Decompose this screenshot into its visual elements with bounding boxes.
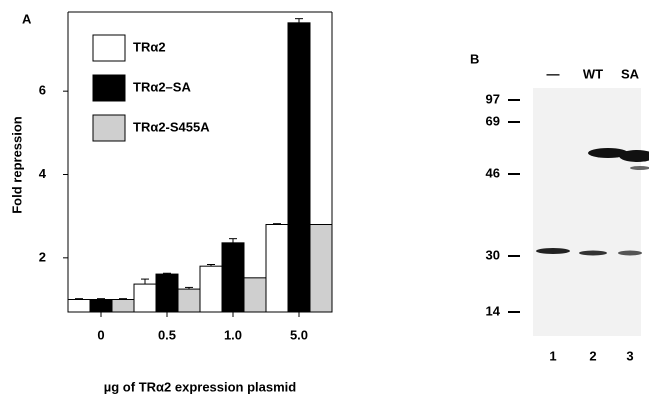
blot-band (618, 251, 642, 256)
x-tick-label: 0.5 (158, 327, 176, 342)
legend-label: TRα2–SA (133, 79, 191, 94)
bar (90, 300, 112, 313)
panel-label: B (470, 51, 479, 66)
bar (200, 266, 222, 312)
mw-marker: 69 (486, 113, 500, 128)
lane-number: 1 (549, 348, 556, 363)
lane-number: 3 (626, 348, 633, 363)
mw-marker: 46 (486, 165, 500, 180)
blot-band (579, 251, 607, 256)
bar (112, 300, 134, 313)
legend-swatch (93, 115, 125, 141)
bar (288, 23, 310, 312)
legend-swatch (93, 75, 125, 101)
figure: A Fold repression µg of TRα2 expression … (0, 0, 649, 404)
x-tick-label: 5.0 (290, 327, 308, 342)
panel-label: A (22, 11, 32, 26)
bar (68, 300, 90, 313)
bar (134, 284, 156, 312)
lane-header: — (547, 66, 560, 81)
legend-swatch (93, 35, 125, 61)
y-tick-label: 4 (39, 166, 47, 181)
y-axis-label: Fold repression (9, 116, 24, 214)
bar (156, 274, 178, 312)
bar (310, 225, 332, 313)
lane-number: 2 (589, 348, 596, 363)
y-tick-label: 2 (39, 249, 46, 264)
blot-membrane (533, 88, 641, 336)
x-tick-label: 1.0 (224, 327, 242, 342)
legend-label: TRα2-S455A (133, 119, 210, 134)
bar (178, 289, 200, 312)
bar (266, 225, 288, 313)
mw-marker: 30 (486, 247, 500, 262)
bar (244, 278, 266, 312)
y-tick-label: 6 (39, 83, 46, 98)
x-tick-label: 0 (97, 327, 104, 342)
blot-band (536, 248, 570, 254)
lane-header: SA (621, 66, 640, 81)
mw-marker: 14 (486, 303, 501, 318)
lane-header: WT (583, 66, 603, 81)
legend-label: TRα2 (133, 39, 166, 54)
bar (222, 243, 244, 312)
x-axis-label: µg of TRα2 expression plasmid (104, 379, 297, 394)
mw-marker: 97 (486, 91, 500, 106)
